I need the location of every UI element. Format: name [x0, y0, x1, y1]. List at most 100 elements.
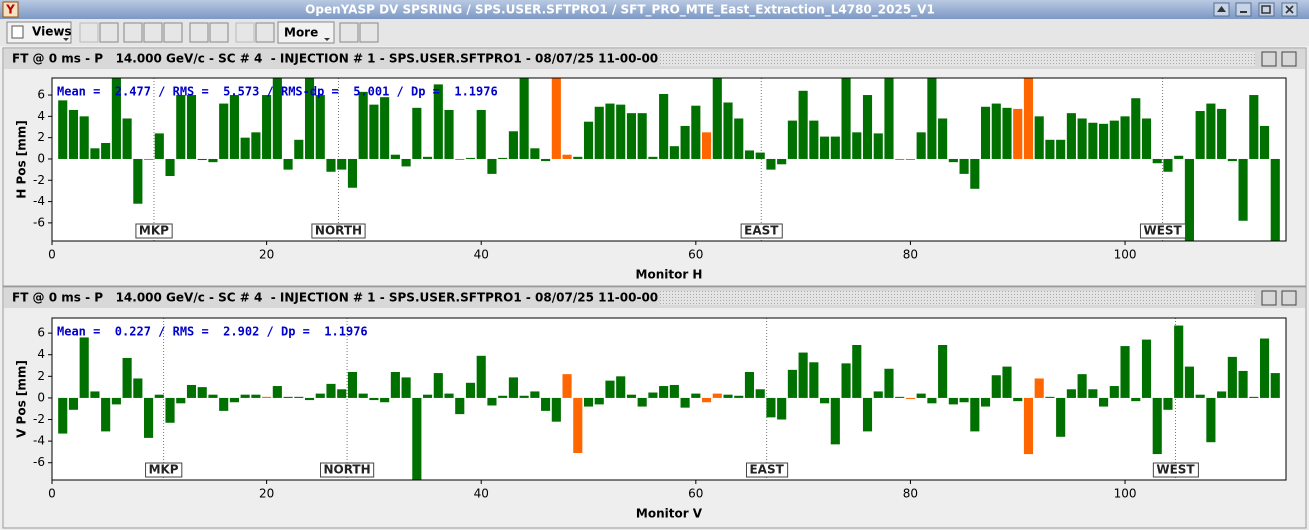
sector-label-box [319, 462, 375, 478]
bar [455, 158, 465, 160]
bar [1056, 397, 1066, 437]
bar [380, 97, 390, 159]
bar [358, 91, 368, 159]
bar [809, 120, 819, 159]
bar [637, 113, 647, 159]
icon [63, 38, 69, 41]
layout-button[interactable] [99, 22, 119, 43]
sector-label: WEST [1156, 463, 1195, 477]
icon [324, 38, 330, 41]
bar [530, 148, 540, 159]
maximize-panel-button[interactable] [1281, 290, 1297, 306]
bar [1184, 158, 1194, 241]
bar [1099, 123, 1109, 159]
bar [1077, 374, 1087, 398]
bar [669, 146, 679, 159]
title-bar [0, 0, 1309, 19]
plot-border [51, 77, 1287, 242]
table-button[interactable] [235, 22, 255, 43]
print-button[interactable] [359, 22, 379, 43]
bar [1259, 338, 1270, 398]
x-tick-label: 20 [259, 248, 274, 262]
maximize-panel-button[interactable] [1281, 51, 1297, 67]
window-controls [1213, 2, 1298, 17]
layout-button[interactable] [163, 22, 183, 43]
bar [712, 393, 722, 398]
bar [820, 397, 830, 404]
bar [637, 397, 647, 407]
bar [1056, 139, 1066, 159]
bar [777, 397, 787, 420]
undock-button[interactable] [1261, 290, 1277, 306]
layout-button[interactable] [79, 22, 99, 43]
bar [476, 355, 486, 398]
bar [884, 78, 894, 159]
bar [626, 113, 637, 159]
bar [1259, 125, 1270, 159]
bar [1152, 158, 1162, 164]
bar [79, 116, 89, 159]
bar [197, 158, 207, 161]
bar [1270, 158, 1280, 241]
bar [787, 369, 797, 398]
sector-label: MKP [149, 463, 179, 477]
config-button[interactable] [189, 22, 209, 43]
layout-button[interactable] [143, 22, 163, 43]
bar [605, 380, 615, 398]
bar [165, 158, 175, 177]
bar [283, 158, 293, 170]
bar [165, 397, 175, 423]
bar [583, 397, 594, 407]
bar [1045, 396, 1055, 398]
bar [991, 103, 1001, 159]
charts: MKP NORTH EAST WEST Mean = 2.477 / RMS = 5.5… [15, 77, 1287, 521]
bar [1163, 158, 1173, 172]
layout-button[interactable] [123, 22, 143, 43]
bar [1131, 98, 1141, 159]
bar [1174, 325, 1184, 398]
plot-border [51, 317, 1287, 481]
bar [1002, 107, 1012, 159]
bar [111, 397, 121, 405]
bar [970, 158, 980, 189]
bar [938, 118, 948, 159]
bar [723, 102, 733, 159]
x-tick-label: 100 [1114, 248, 1137, 262]
bar [347, 158, 358, 188]
bar [240, 137, 250, 159]
bar [669, 384, 679, 398]
more-button[interactable] [277, 21, 335, 44]
bar [648, 392, 658, 398]
bar [68, 109, 79, 159]
bar [1141, 118, 1152, 159]
x-tick-label: 40 [474, 487, 489, 501]
table-button[interactable] [255, 22, 275, 43]
sector-label: EAST [744, 224, 779, 238]
bar [144, 397, 154, 438]
x-tick-label: 80 [903, 487, 918, 501]
minimize-button[interactable] [1235, 2, 1252, 17]
bar [251, 132, 261, 159]
bar [766, 397, 776, 418]
more-label: More [284, 26, 318, 40]
config-button[interactable] [209, 22, 229, 43]
bar [862, 95, 873, 159]
undock-button[interactable] [1261, 51, 1277, 67]
bar [219, 397, 229, 411]
bar [830, 136, 840, 159]
bar [90, 148, 100, 159]
bar [959, 397, 969, 403]
bar [423, 156, 433, 159]
bar [541, 397, 551, 411]
bar [916, 393, 926, 398]
bar [455, 397, 465, 415]
y-tick-label: 0 [37, 151, 45, 165]
bar [862, 397, 873, 432]
bar [691, 105, 701, 159]
bar [1120, 346, 1130, 398]
bar [573, 156, 583, 159]
export-button[interactable] [339, 22, 359, 43]
bar [820, 136, 830, 159]
bar [101, 142, 111, 159]
bar [1249, 95, 1259, 159]
